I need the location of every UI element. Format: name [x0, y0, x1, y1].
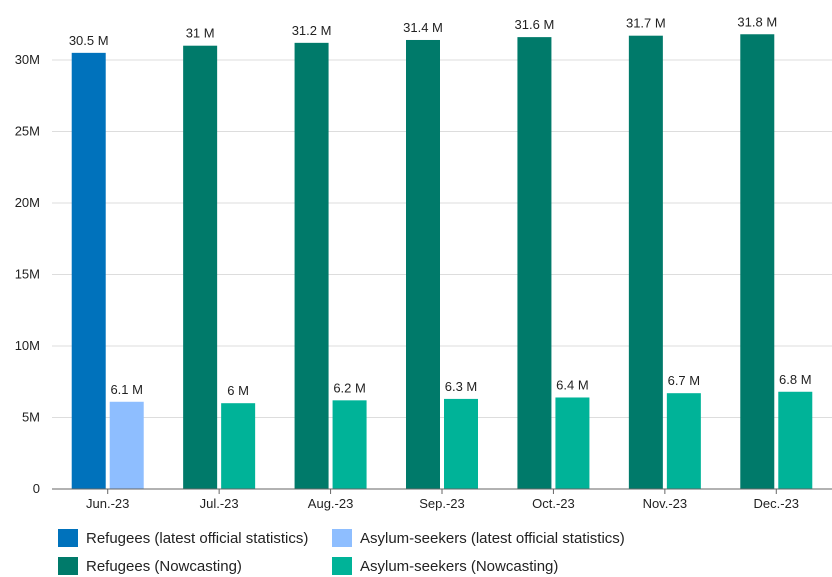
data-label: 30.5 M — [69, 33, 109, 48]
legend-item-asylum-nowcasting: Asylum-seekers (Nowcasting) — [332, 556, 558, 576]
bar — [778, 391, 813, 489]
data-label: 6.4 M — [556, 377, 589, 392]
y-tick-label: 10M — [15, 338, 40, 353]
y-tick-label: 15M — [15, 267, 40, 282]
data-label: 6.3 M — [445, 379, 478, 394]
y-tick-label: 25M — [15, 124, 40, 139]
gridlines — [52, 59, 832, 418]
bar — [628, 35, 663, 489]
x-tick-label: Nov.-23 — [643, 496, 688, 511]
bar — [332, 400, 367, 489]
y-tick-label: 5M — [22, 410, 40, 425]
y-tick-label: 0 — [33, 481, 40, 496]
x-tick-label: Oct.-23 — [532, 496, 575, 511]
x-tick-label: Dec.-23 — [754, 496, 800, 511]
data-label: 31.8 M — [737, 14, 777, 29]
bar — [666, 393, 701, 489]
data-label: 6.8 M — [779, 372, 812, 387]
legend-swatch-refugees-official — [58, 529, 78, 547]
data-label: 31.4 M — [403, 20, 443, 35]
bar — [294, 42, 329, 490]
data-label: 6 M — [227, 383, 249, 398]
y-axis: 0 5M 10M 15M 20M 25M 30M — [15, 52, 40, 496]
data-label: 31.6 M — [515, 17, 555, 32]
legend-label-refugees-nowcasting: Refugees (Nowcasting) — [86, 557, 242, 575]
legend-swatch-asylum-official — [332, 529, 352, 547]
bar — [517, 37, 552, 490]
bar — [444, 398, 478, 489]
data-label: 31.7 M — [626, 16, 666, 31]
data-label: 6.7 M — [668, 373, 701, 388]
legend: Refugees (latest official statistics) As… — [58, 528, 758, 576]
legend-label-refugees-official: Refugees (latest official statistics) — [86, 529, 309, 547]
y-tick-label: 20M — [15, 195, 40, 210]
data-labels: 30.5 M 6.1 M 31 M 6 M 31.2 M 6.2 M 31.4 M 6.3 M… — [69, 14, 812, 398]
x-tick-label: Sep.-23 — [419, 496, 465, 511]
x-tick-label: Jul.-23 — [200, 496, 239, 511]
bar — [740, 34, 775, 489]
legend-item-refugees-nowcasting: Refugees (Nowcasting) — [58, 556, 242, 576]
bar — [109, 401, 144, 489]
y-tick-label: 30M — [15, 52, 40, 67]
data-label: 6.1 M — [110, 382, 143, 397]
legend-swatch-asylum-nowcasting — [332, 557, 352, 575]
x-axis: Jun.-23 Jul.-23 Aug.-23 Sep.-23 Oct.-23 Nov.-… — [52, 488, 832, 511]
x-tick-label: Aug.-23 — [308, 496, 354, 511]
data-label: 31 M — [186, 26, 215, 41]
legend-label-asylum-nowcasting: Asylum-seekers (Nowcasting) — [360, 557, 559, 575]
legend-item-asylum-official: Asylum-seekers (latest official statisti… — [332, 528, 625, 548]
bar — [221, 403, 256, 489]
data-label: 31.2 M — [292, 23, 332, 38]
x-tick-label: Jun.-23 — [86, 496, 129, 511]
bar — [71, 52, 106, 489]
bar — [406, 39, 440, 489]
legend-swatch-refugees-nowcasting — [58, 557, 78, 575]
legend-label-asylum-official: Asylum-seekers (latest official statisti… — [360, 529, 625, 547]
bar — [183, 45, 218, 489]
bars — [71, 34, 813, 490]
data-label: 6.2 M — [333, 380, 366, 395]
legend-item-refugees-official: Refugees (latest official statistics) — [58, 528, 308, 548]
bar — [555, 397, 590, 489]
